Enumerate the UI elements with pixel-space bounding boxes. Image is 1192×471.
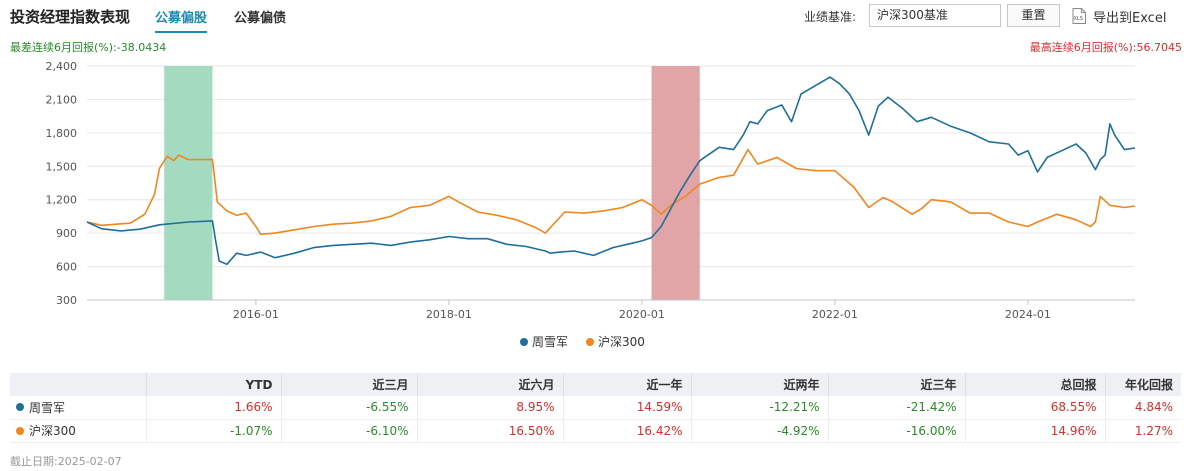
legend-marker-manager: [520, 338, 528, 346]
x-tick-label: 2022-01: [812, 308, 858, 321]
legend-label-manager: 周雪军: [532, 335, 568, 349]
header-ytd: YTD: [146, 373, 282, 396]
cutoff-date-label: 截止日期:: [10, 455, 58, 468]
value-cell: 4.84%: [1105, 396, 1181, 420]
value-cell: 16.42%: [563, 419, 692, 443]
series-line-manager: [86, 76, 1136, 266]
y-tick-label: 1,200: [46, 194, 78, 207]
value-cell: -12.21%: [691, 396, 829, 420]
x-tick-label: 2020-01: [619, 308, 665, 321]
value-cell: -1.07%: [146, 419, 282, 443]
x-tick-label: 2018-01: [426, 308, 472, 321]
header-3m: 近三月: [281, 373, 418, 396]
performance-chart: 300 600 900 1,200 1,500 1,800 2,100 2,400 2016-0…: [46, 60, 1136, 349]
cutoff-date: 截止日期:2025-02-07: [10, 453, 122, 469]
y-tick-label: 300: [56, 294, 77, 307]
legend-marker-benchmark: [586, 338, 594, 346]
header-6m: 近六月: [417, 373, 564, 396]
value-cell: 68.55%: [965, 396, 1106, 420]
best-period-band: [651, 66, 700, 300]
row-name: 沪深300: [29, 424, 76, 438]
cutoff-date-value: 2025-02-07: [57, 455, 122, 468]
series-line-benchmark: [86, 148, 1136, 236]
table-header-row: YTD 近三月 近六月 近一年 近两年 近三年 总回报 年化回报: [10, 373, 1181, 396]
legend-label-benchmark: 沪深300: [598, 335, 645, 349]
y-tick-label: 2,400: [46, 60, 78, 73]
tab-bond-funds[interactable]: 公募偏债: [234, 11, 287, 26]
value-cell: -16.00%: [828, 419, 966, 443]
performance-table: YTD 近三月 近六月 近一年 近两年 近三年 总回报 年化回报 周雪军 1.6…: [10, 373, 1181, 443]
table-row: 周雪军 1.66% -6.55% 8.95% 14.59% -12.21% -2…: [10, 396, 1181, 420]
benchmark-dot-icon: [16, 426, 24, 435]
worst-period-band: [164, 66, 213, 300]
header-name: [10, 373, 147, 396]
page-title: 投资经理指数表现: [10, 8, 131, 26]
value-cell: -21.42%: [828, 396, 966, 420]
header-bar: 投资经理指数表现 公募偏股 公募偏债 业绩基准: 沪深300基准 重置 XLS …: [0, 0, 1192, 34]
value-cell: 16.50%: [417, 419, 564, 443]
table-row: 沪深300 -1.07% -6.10% 16.50% 16.42% -4.92%…: [10, 419, 1181, 443]
y-tick-label: 1,800: [46, 127, 78, 140]
header-2y: 近两年: [691, 373, 829, 396]
benchmark-label: 业绩基准:: [804, 10, 857, 24]
value-cell: 1.27%: [1105, 419, 1181, 443]
svg-text:XLS: XLS: [1074, 16, 1083, 22]
y-tick-label: 2,100: [46, 93, 78, 106]
header-annualized: 年化回报: [1105, 373, 1181, 396]
manager-dot-icon: [16, 403, 24, 412]
best-6m-label: 最高连续6月回报(%):: [1029, 41, 1137, 54]
worst-6m-label: 最差连续6月回报(%):: [10, 41, 117, 54]
worst-6m-return: 最差连续6月回报(%):-38.0434: [10, 39, 166, 55]
value-cell: 1.66%: [146, 396, 282, 420]
y-tick-label: 900: [56, 227, 77, 240]
value-cell: 14.59%: [563, 396, 692, 420]
header-1y: 近一年: [563, 373, 692, 396]
best-6m-return: 最高连续6月回报(%):56.7045: [1030, 39, 1182, 55]
row-name: 周雪军: [29, 400, 66, 415]
worst-6m-value: -38.0434: [116, 41, 167, 54]
tab-equity-funds[interactable]: 公募偏股: [155, 7, 208, 33]
x-tick-label: 2024-01: [1005, 308, 1051, 321]
value-cell: 14.96%: [965, 419, 1106, 443]
benchmark-select[interactable]: 沪深300基准: [869, 4, 1001, 27]
x-tick-label: 2016-01: [233, 308, 279, 321]
header-3y: 近三年: [828, 373, 966, 396]
y-tick-label: 600: [56, 261, 77, 274]
excel-xls-icon[interactable]: XLS: [1072, 8, 1086, 24]
reset-button[interactable]: 重置: [1007, 4, 1060, 27]
header-total: 总回报: [965, 373, 1106, 396]
value-cell: 8.95%: [417, 396, 564, 420]
y-tick-label: 1,500: [46, 160, 78, 173]
export-excel-link[interactable]: 导出到Excel: [1093, 11, 1167, 26]
row-name-cell: 沪深300: [10, 419, 147, 443]
value-cell: -6.10%: [281, 419, 418, 443]
value-cell: -6.55%: [281, 396, 418, 420]
row-name-cell: 周雪军: [10, 396, 147, 420]
value-cell: -4.92%: [691, 419, 829, 443]
best-6m-value: 56.7045: [1136, 41, 1183, 54]
